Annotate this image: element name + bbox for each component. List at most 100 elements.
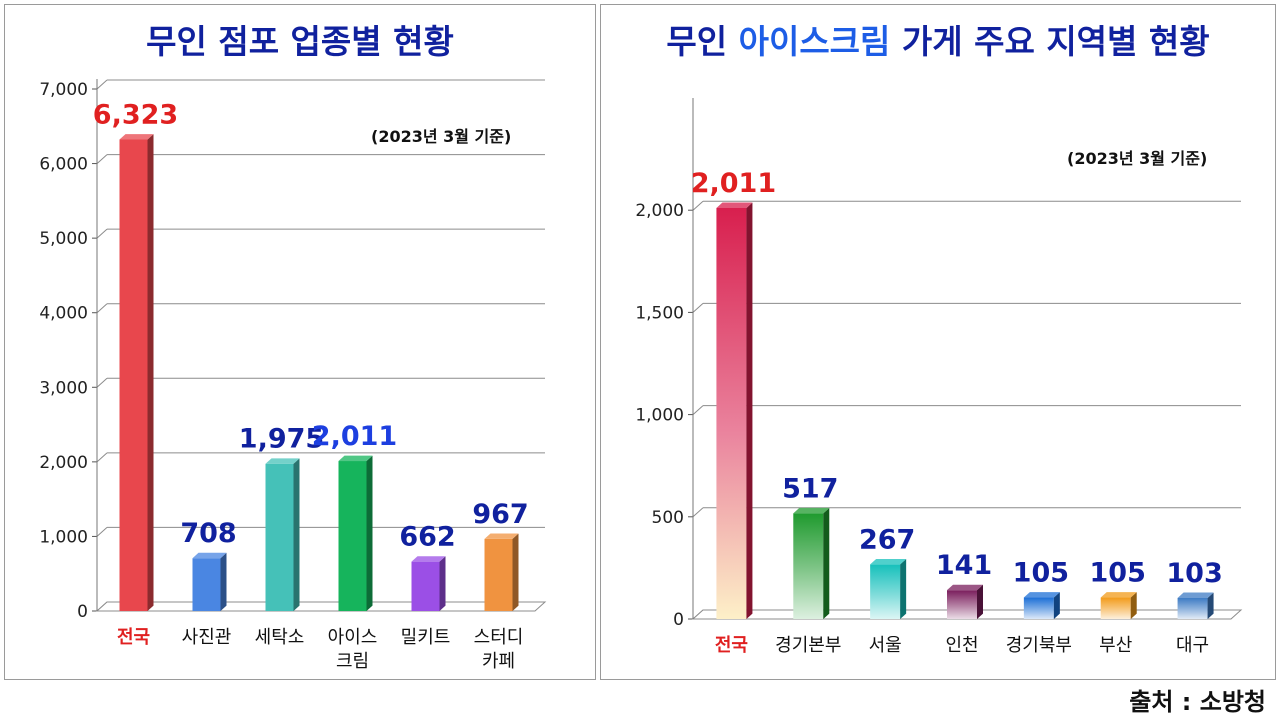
data-label: 967 (472, 499, 528, 530)
bar-3 (338, 455, 373, 611)
grid-diag (96, 452, 108, 463)
grid-diag (96, 154, 108, 164)
y-tick-label: 1,500 (635, 303, 684, 323)
y-tick-label: 1,000 (39, 527, 88, 547)
bar-4 (411, 556, 446, 611)
bar-top (265, 458, 300, 464)
data-label: 141 (936, 550, 992, 581)
data-label: 2,011 (312, 421, 397, 452)
bar-side (1053, 592, 1060, 619)
bar-6 (1177, 592, 1214, 619)
category-label: 전국 (715, 635, 748, 656)
bar-top (947, 584, 983, 591)
bar-side (512, 533, 519, 611)
y-tick-label: 4,000 (39, 304, 88, 324)
category-label: 크림 (336, 651, 369, 672)
grid-diag (96, 377, 108, 388)
grid-diag (96, 228, 108, 239)
grid-diag (692, 200, 704, 211)
bar-1 (793, 507, 830, 619)
y-tick-label: 3,000 (39, 378, 88, 398)
bar-3 (947, 584, 983, 619)
category-label: 세탁소 (255, 627, 305, 648)
data-label: 105 (1090, 558, 1146, 589)
chart-panel-left: 무인 점포 업종별 현황 (2023년 3월 기준) 0 1,000 2,000 3,… (4, 4, 596, 680)
title-part-1: 무인 (666, 22, 739, 61)
bar-top (1023, 592, 1060, 598)
bar-top (119, 134, 154, 140)
bar-top (870, 559, 907, 565)
bar-side (439, 556, 446, 611)
chart-subtitle-right: (2023년 3월 기준) (1067, 149, 1208, 168)
bar-side (1130, 592, 1137, 619)
grid-diag (96, 79, 108, 90)
bar-side (293, 458, 300, 611)
y-tick-label: 1,000 (635, 406, 684, 426)
category-label: 스터디 (474, 627, 524, 648)
data-label: 517 (782, 473, 838, 504)
category-label: 인천 (945, 635, 978, 656)
title-part-3: 가게 주요 지역별 현황 (890, 22, 1210, 61)
chart-panel-right: 무인 아이스크림 가게 주요 지역별 현황 (2023년 3월 기준) 0 500… (600, 4, 1276, 680)
bar-0 (716, 202, 753, 619)
bar-top (793, 507, 830, 514)
bar-chart-left: 0 1,000 2,000 3,000 4,000 5,000 6,000 7,0006,32… (39, 79, 547, 672)
category-label: 밀키트 (401, 627, 451, 648)
bar-side (1207, 592, 1214, 619)
data-label: 103 (1166, 558, 1222, 589)
bar-side (366, 455, 373, 611)
bar-top (716, 202, 753, 208)
grid-diag (96, 303, 108, 314)
y-tick-label: 2,000 (39, 453, 88, 473)
chart-title-right: 무인 아이스크림 가게 주요 지역별 현황 (601, 15, 1275, 63)
bar-side (977, 584, 983, 619)
title-part-highlight: 아이스크림 (738, 22, 891, 61)
chart-title-left: 무인 점포 업종별 현황 (146, 22, 454, 61)
bar-front (484, 538, 513, 611)
category-label: 부산 (1099, 635, 1132, 656)
bar-front (1100, 597, 1131, 619)
data-label: 708 (180, 518, 236, 549)
bar-front (716, 207, 747, 619)
bar-top (192, 552, 227, 559)
bar-front (338, 461, 367, 611)
bar-front (411, 561, 440, 611)
bar-top (1100, 592, 1137, 598)
bar-0 (119, 134, 154, 612)
bar-chart-right: 0 500 1,000 1,500 2,000 2,011 전국 517 경기본부 267 서울 14… (635, 98, 1243, 656)
bar-front (947, 590, 977, 619)
grid-diag (96, 527, 108, 537)
bar-front (265, 463, 294, 611)
grid-diag (692, 303, 704, 313)
bar-front (119, 139, 148, 611)
bar-2 (265, 458, 300, 611)
bar-side (746, 202, 753, 619)
bar-front (793, 513, 824, 619)
bar-top (338, 455, 373, 462)
bar-front (1023, 597, 1054, 619)
category-label: 대구 (1176, 635, 1209, 656)
data-label: 6,323 (93, 99, 178, 130)
y-tick-label: 500 (652, 508, 684, 528)
bar-front (870, 564, 901, 619)
bar-side (220, 552, 227, 611)
source-note: 출처 : 소방청 (1129, 688, 1266, 716)
bar-side (900, 559, 907, 619)
data-label: 662 (399, 522, 455, 553)
y-tick-label: 7,000 (39, 80, 88, 100)
bar-4 (1023, 592, 1060, 619)
bar-top (411, 556, 446, 562)
data-label: 2,011 (691, 168, 776, 199)
bar-front (192, 558, 221, 611)
bar-5 (484, 533, 519, 611)
grid-diag (692, 507, 704, 518)
bar-top (484, 533, 519, 539)
category-label: 경기북부 (1006, 635, 1072, 656)
bar-side (823, 507, 830, 619)
bar-1 (192, 552, 227, 611)
data-label: 1,975 (239, 424, 324, 455)
category-label: 아이스 (328, 627, 378, 648)
category-label: 서울 (869, 635, 902, 656)
data-label: 105 (1013, 558, 1069, 589)
y-tick-label: 6,000 (39, 155, 88, 175)
